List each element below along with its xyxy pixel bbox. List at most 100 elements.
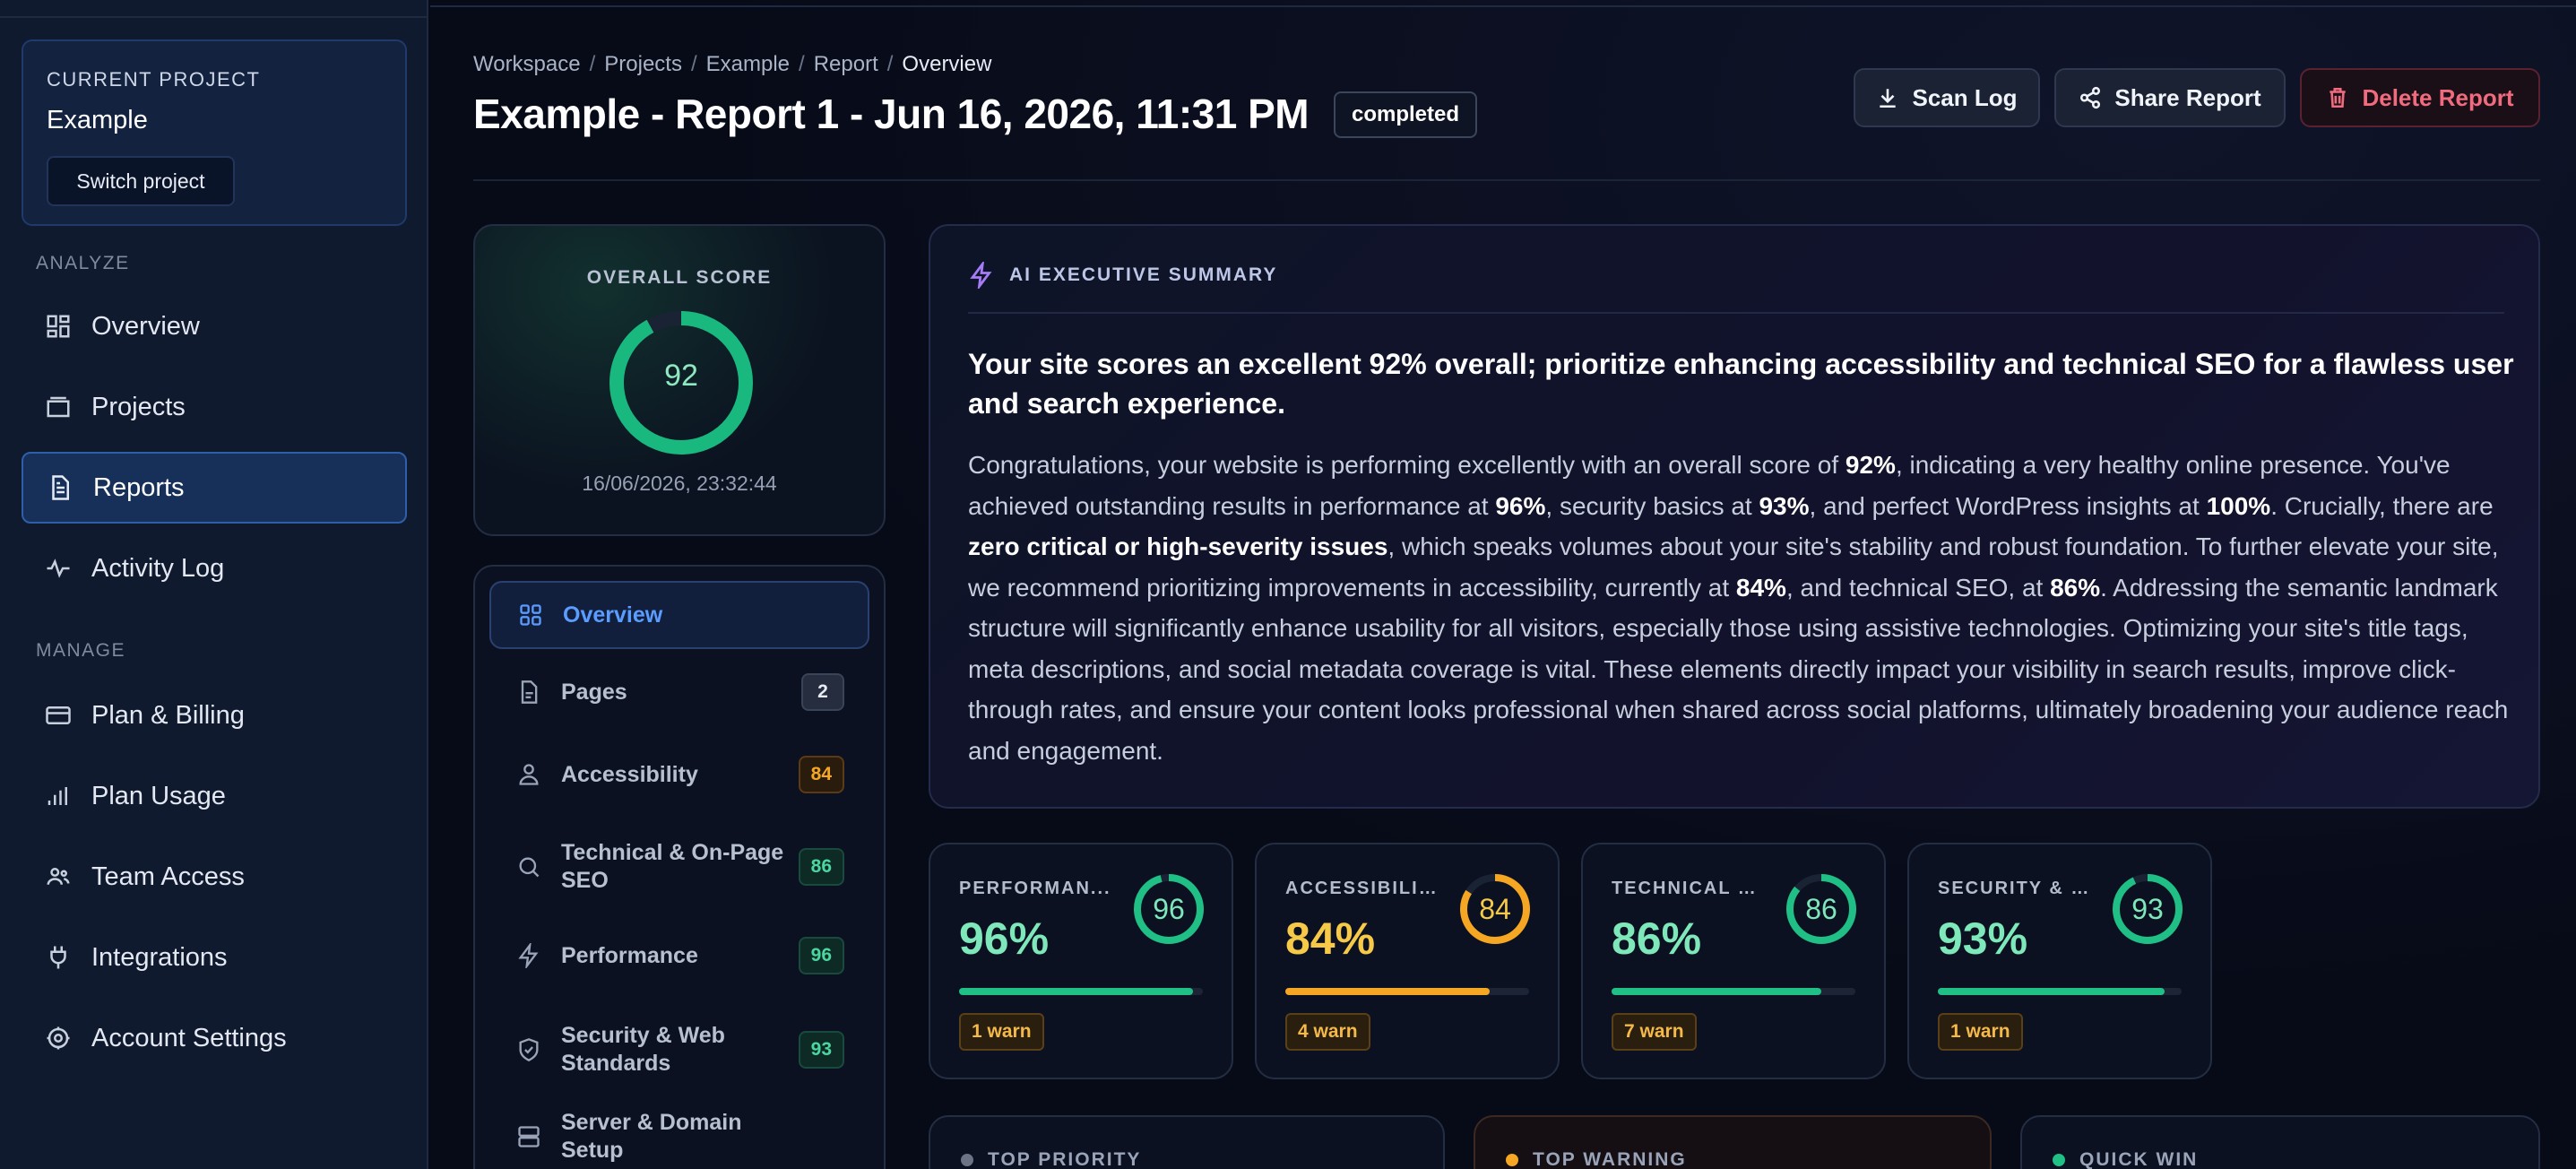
report-nav-label: Security & Web Standards: [561, 1023, 725, 1076]
bolt-icon: [518, 943, 539, 968]
sidebar-item-overview[interactable]: Overview: [22, 290, 407, 362]
sidebar-item-label: Account Settings: [91, 1023, 287, 1052]
metric-ring: [1460, 874, 1530, 944]
sidebar-item-team-access[interactable]: Team Access: [22, 841, 407, 913]
grid-icon: [47, 315, 70, 338]
share-report-label: Share Report: [2114, 83, 2261, 111]
overall-score-ring: [609, 311, 753, 455]
sidebar-item-account-settings[interactable]: Account Settings: [22, 1002, 407, 1074]
sidebar-item-projects[interactable]: Projects: [22, 371, 407, 443]
metric-label: ACCESSIBILIT...: [1285, 879, 1438, 898]
report-nav-accessibility[interactable]: Accessibility 84: [489, 740, 869, 809]
credit-card-icon: [46, 706, 71, 724]
metric-ring: [1134, 874, 1204, 944]
person-icon: [519, 764, 539, 785]
metric-card-technical-seo[interactable]: TECHNICAL &... 86% 86 7 warn: [1581, 843, 1886, 1079]
metric-progress-track: [1285, 988, 1529, 995]
metric-warn-badge: 1 warn: [959, 1013, 1044, 1051]
metric-card-performance[interactable]: PERFORMAN... 96% 96 1 warn: [929, 843, 1233, 1079]
metric-label: SECURITY & ...: [1938, 879, 2090, 898]
breadcrumb: Workspace / Projects / Example / Report …: [473, 52, 991, 77]
report-nav-label: Accessibility: [561, 761, 698, 787]
metric-card-accessibility[interactable]: ACCESSIBILIT... 84% 84 4 warn: [1255, 843, 1560, 1079]
status-dot: [2053, 1154, 2065, 1166]
top-priority-label: TOP PRIORITY: [988, 1149, 1142, 1169]
top-warning-label-row: TOP WARNING: [1506, 1149, 1687, 1169]
ai-body-text: . Crucially, there are: [2270, 491, 2494, 520]
plug-icon: [50, 946, 66, 969]
overall-score-value: 92: [664, 359, 698, 393]
metric-card-security[interactable]: SECURITY & ... 93% 93 1 warn: [1907, 843, 2212, 1079]
current-project-eyebrow: CURRENT PROJECT: [47, 68, 261, 91]
sidebar-item-activity-log[interactable]: Activity Log: [22, 533, 407, 604]
status-dot: [1506, 1154, 1518, 1166]
ai-executive-summary-card: AI EXECUTIVE SUMMARY Your site scores an…: [929, 224, 2540, 809]
metric-ring: [1786, 874, 1856, 944]
report-nav-label: Server & Domain Setup: [561, 1110, 742, 1163]
server-icon: [518, 1126, 540, 1147]
status-dot: [961, 1154, 973, 1166]
sidebar-item-plan-billing[interactable]: Plan & Billing: [22, 680, 407, 751]
report-nav-label: Performance: [561, 942, 698, 968]
ai-body-text: Congratulations, your website is perform…: [968, 451, 1846, 479]
quick-win-card[interactable]: QUICK WIN: [2020, 1115, 2540, 1169]
metric-warn-badge: 1 warn: [1938, 1013, 2023, 1051]
top-priority-card[interactable]: TOP PRIORITY: [929, 1115, 1445, 1169]
sidebar-item-label: Integrations: [91, 942, 228, 972]
report-nav-server-domain[interactable]: Server & Domain Setup: [489, 1103, 869, 1169]
main-top-divider: [430, 0, 2576, 7]
metric-label: PERFORMAN...: [959, 879, 1111, 898]
sidebar-item-label: Activity Log: [91, 553, 225, 583]
gear-icon: [47, 1026, 70, 1050]
top-warning-card[interactable]: TOP WARNING: [1474, 1115, 1992, 1169]
report-nav-technical-seo[interactable]: Technical & On-Page SEO 86: [489, 827, 869, 907]
current-project-card: CURRENT PROJECT Example Switch project: [22, 39, 407, 226]
metric-value: 96%: [959, 914, 1050, 964]
metric-warn-badge: 4 warn: [1285, 1013, 1370, 1051]
sidebar-item-label: Plan Usage: [91, 781, 226, 810]
users-icon: [47, 868, 70, 885]
metric-value: 84%: [1285, 914, 1376, 964]
shield-icon: [519, 1038, 539, 1061]
scan-log-button[interactable]: Scan Log: [1854, 68, 2040, 127]
switch-project-button[interactable]: Switch project: [47, 156, 235, 206]
share-report-button[interactable]: Share Report: [2054, 68, 2286, 127]
ai-body-emphasis: 100%: [2206, 491, 2271, 520]
breadcrumb-current: Overview: [902, 52, 992, 76]
delete-report-label: Delete Report: [2362, 83, 2514, 111]
ai-body-emphasis: 86%: [2050, 573, 2101, 602]
breadcrumb-projects[interactable]: Projects: [604, 52, 682, 76]
share-icon: [2080, 86, 2101, 109]
sidebar-item-reports[interactable]: Reports: [22, 452, 407, 524]
metric-ring: [2113, 874, 2183, 944]
report-nav-security[interactable]: Security & Web Standards 93: [489, 1009, 869, 1090]
report-nav-pages[interactable]: Pages 2: [489, 658, 869, 726]
delete-report-button[interactable]: Delete Report: [2300, 68, 2540, 127]
top-warning-label: TOP WARNING: [1533, 1149, 1687, 1169]
ai-body-text: , and technical SEO, at: [1785, 573, 2051, 602]
quick-win-label: QUICK WIN: [2079, 1149, 2199, 1169]
breadcrumb-workspace[interactable]: Workspace: [473, 52, 581, 76]
metric-progress-track: [959, 988, 1203, 995]
metric-progress-track: [1612, 988, 1855, 995]
sidebar-item-plan-usage[interactable]: Plan Usage: [22, 760, 407, 832]
ai-body-text: , security basics at: [1545, 491, 1759, 520]
header-divider: [473, 179, 2540, 181]
metric-value: 86%: [1612, 914, 1702, 964]
metric-progress-fill: [959, 988, 1194, 995]
section-label-manage: MANAGE: [36, 640, 126, 661]
metric-ring-value: 93: [2131, 892, 2164, 925]
download-icon: [1880, 89, 1897, 108]
sidebar-item-integrations[interactable]: Integrations: [22, 922, 407, 993]
folder-icon: [47, 396, 70, 418]
report-nav-performance[interactable]: Performance 96: [489, 922, 869, 990]
breadcrumb-example[interactable]: Example: [705, 52, 791, 76]
breadcrumb-report[interactable]: Report: [813, 52, 878, 76]
search-icon: [519, 857, 540, 878]
report-nav-overview[interactable]: Overview: [489, 581, 869, 649]
overall-score-date: 16/06/2026, 23:32:44: [582, 472, 777, 495]
breadcrumb-separator: /: [690, 52, 697, 76]
metric-ring-arc: [1460, 874, 1530, 944]
sidebar-item-label: Reports: [93, 472, 185, 502]
ai-body-emphasis: 84%: [1735, 573, 1786, 602]
